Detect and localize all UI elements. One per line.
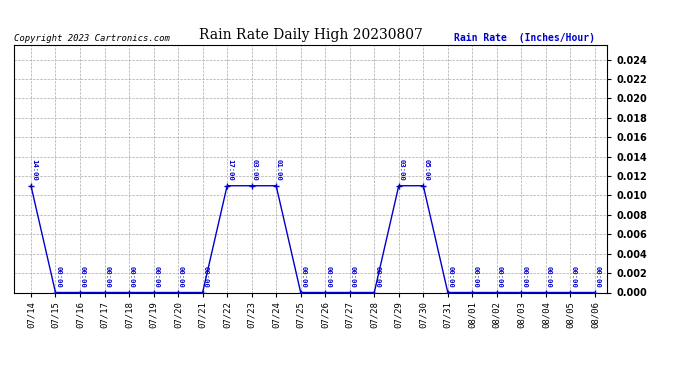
- Text: 00:00: 00:00: [571, 266, 576, 288]
- Text: 00:00: 00:00: [497, 266, 503, 288]
- Text: 17:00: 17:00: [227, 159, 233, 182]
- Text: 00:00: 00:00: [325, 266, 331, 288]
- Text: 00:00: 00:00: [153, 266, 159, 288]
- Text: 00:00: 00:00: [595, 266, 601, 288]
- Text: 00:00: 00:00: [55, 266, 61, 288]
- Text: 00:00: 00:00: [350, 266, 355, 288]
- Text: 14:00: 14:00: [31, 159, 37, 182]
- Text: 00:00: 00:00: [129, 266, 135, 288]
- Text: 00:00: 00:00: [80, 266, 86, 288]
- Title: Rain Rate Daily High 20230807: Rain Rate Daily High 20230807: [199, 28, 422, 42]
- Text: 03:00: 03:00: [399, 159, 405, 182]
- Text: 00:00: 00:00: [472, 266, 478, 288]
- Text: 00:00: 00:00: [301, 266, 306, 288]
- Text: Rain Rate  (Inches/Hour): Rain Rate (Inches/Hour): [454, 33, 595, 42]
- Text: 00:00: 00:00: [448, 266, 454, 288]
- Text: 05:00: 05:00: [423, 159, 429, 182]
- Text: Copyright 2023 Cartronics.com: Copyright 2023 Cartronics.com: [14, 33, 170, 42]
- Text: 00:00: 00:00: [522, 266, 527, 288]
- Text: 03:00: 03:00: [252, 159, 257, 182]
- Text: 01:00: 01:00: [276, 159, 282, 182]
- Text: 00:00: 00:00: [374, 266, 380, 288]
- Text: 00:00: 00:00: [203, 266, 208, 288]
- Text: 00:00: 00:00: [546, 266, 552, 288]
- Text: 00:00: 00:00: [104, 266, 110, 288]
- Text: 00:00: 00:00: [178, 266, 184, 288]
